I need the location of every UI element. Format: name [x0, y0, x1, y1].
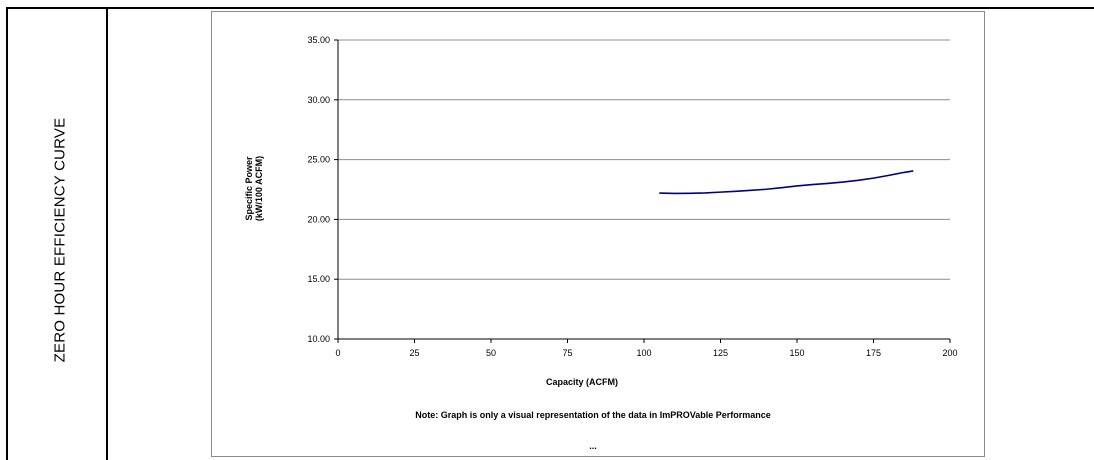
series-layer: [659, 170, 914, 195]
x-axis-title: Capacity (ACFM): [546, 377, 618, 387]
y-axis-title-line-1: Specific Power: [244, 156, 254, 221]
tick-labels: 10.00 15.00 20.00 25.00 30.00 35.00 0 25 50 75 100…: [307, 35, 957, 358]
table-top-border: [6, 7, 1094, 9]
x-tick-label: 175: [866, 348, 881, 358]
y-axis-title-line-2: (kW/100 ACFM): [254, 156, 264, 221]
table-column-divider: [106, 7, 108, 460]
x-tick-label: 125: [713, 348, 728, 358]
y-tick-label: 20.00: [307, 214, 330, 224]
grid-lines: [338, 39, 950, 280]
table-left-border: [6, 7, 8, 460]
y-tick-label: 10.00: [307, 334, 330, 344]
y-tick-label: 25.00: [307, 155, 330, 165]
x-tick-label: 75: [562, 348, 572, 358]
x-tick-label: 50: [486, 348, 496, 358]
x-tick-label: 0: [335, 348, 340, 358]
axes: [334, 39, 951, 343]
y-tick-label: 35.00: [307, 35, 330, 45]
y-tick-label: 30.00: [307, 95, 330, 105]
x-tick-label: 150: [789, 348, 804, 358]
chart-note: Note: Graph is only a visual representat…: [415, 410, 771, 420]
x-tick-label: 100: [636, 348, 651, 358]
y-tick-label: 15.00: [307, 274, 330, 284]
chart-footer: ...: [589, 441, 597, 451]
x-tick-label: 200: [942, 348, 957, 358]
series-line: [659, 170, 914, 195]
x-tick-label: 25: [409, 348, 419, 358]
chart-container: [211, 11, 985, 457]
